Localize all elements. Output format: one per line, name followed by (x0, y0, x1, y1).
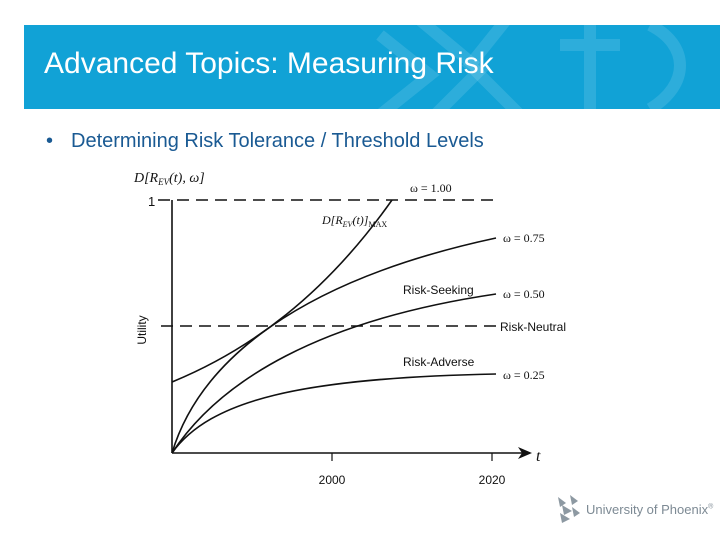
curve-omega-0-50 (171, 293, 497, 454)
x-axis-arrow-icon (518, 447, 532, 459)
y-axis-title: D[REV(t), ω] (133, 171, 205, 187)
header-bar: Advanced Topics: Measuring Risk (24, 25, 720, 109)
curve-omega-1-00 (171, 199, 393, 383)
curve-omega-0-75 (171, 237, 497, 454)
bullet-text: Determining Risk Tolerance / Threshold L… (71, 130, 484, 152)
risk-neutral-label: Risk-Neutral (500, 320, 566, 334)
risk-adverse-label: Risk-Adverse (403, 355, 475, 369)
curve-label-omega-0-25: ω = 0.25 (503, 368, 545, 382)
slide-title: Advanced Topics: Measuring Risk (44, 47, 494, 80)
curve-label-omega-0-75: ω = 0.75 (503, 231, 545, 245)
bullet-item: • Determining Risk Tolerance / Threshold … (46, 130, 484, 153)
risk-seeking-label: Risk-Seeking (403, 283, 474, 297)
bullet-dot-icon: • (46, 130, 54, 152)
curve-label-omega-0-50: ω = 0.50 (503, 287, 545, 301)
university-logo: University of Phoenix® (556, 492, 713, 526)
y-tick-label: 1 (148, 194, 155, 209)
x-tick-label: 2000 (319, 473, 346, 487)
curve-omega-0-25 (171, 373, 497, 454)
phoenix-mark-icon (558, 495, 580, 523)
university-name: University of Phoenix® (586, 501, 714, 517)
x-tick-label: 2020 (479, 473, 506, 487)
curve-label-omega-1-00: ω = 1.00 (410, 181, 452, 195)
watermark-logo (376, 25, 686, 109)
x-axis-variable: t (536, 448, 541, 465)
y-axis-label: Utility (135, 315, 149, 344)
max-curve-label: D[REV(t)]MAX (321, 213, 387, 229)
